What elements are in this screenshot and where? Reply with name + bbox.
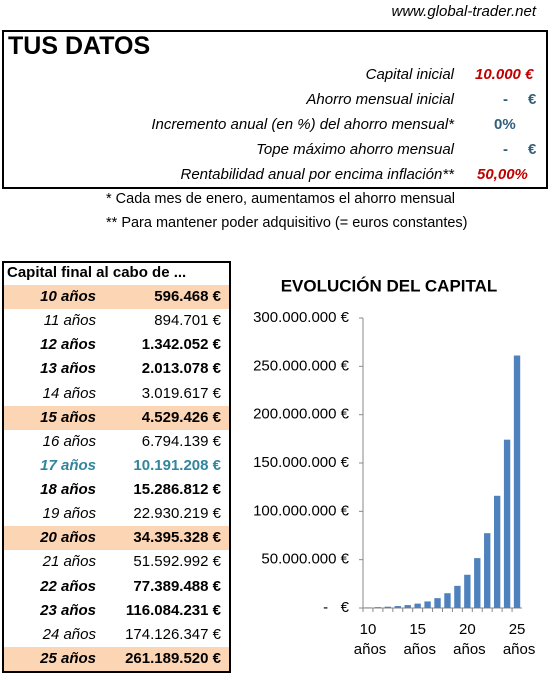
bar [444,593,451,608]
table-row: 18 años 15.286.812 € [4,478,229,502]
note: ** Para mantener poder adquisitivo (= eu… [106,215,468,231]
table-row: 21 años 51.592.992 € [4,550,229,574]
years: 25 años [40,649,96,667]
table-row: 14 años 3.019.617 € [4,382,229,406]
table-row: 25 años 261.189.520 € [4,646,229,671]
capital-value: 10.191.208 € [133,456,221,474]
capital-value: 34.395.328 € [133,529,221,547]
years: 16 años [42,432,96,450]
years: 17 años [40,456,96,474]
table-row: 15 años 4.529.426 € [4,405,229,430]
table-row: 22 años 77.389.488 € [4,575,229,599]
capital-value: 77.389.488 € [133,577,221,595]
y-tick-label: - € [323,599,349,616]
capital-value: 116.084.231 € [125,601,221,619]
capital-value: 2.013.078 € [141,360,221,378]
years: 14 años [42,384,96,402]
title: TUS DATOS [8,32,151,60]
capital-value: 6.794.139 € [141,432,221,450]
input-value: 10.000 € [475,66,534,83]
capital-value: 596.468 € [154,288,221,305]
table-row: 11 años 894.701 € [4,309,229,333]
bar [484,533,491,608]
bar [464,574,471,608]
y-tick-label: 50.000.000 € [261,551,349,568]
years: 13 años [40,360,96,378]
years: 24 años [42,625,96,643]
chart: EVOLUCIÓN DEL CAPITAL - € 50.000.000 € 100… [253,276,536,658]
years: 10 años [40,288,96,305]
y-tick-label: 250.000.000 € [253,357,350,374]
table-row: 10 años 596.468 € [4,285,229,309]
capital-value: 4.529.426 € [141,408,221,426]
bar [434,598,441,608]
y-tick-label: 200.000.000 € [253,406,350,423]
years: 19 años [42,505,96,523]
table-row: 23 años 116.084.231 € [4,599,229,623]
bar [493,495,501,608]
capital-value: 22.930.219 € [133,505,221,523]
capital-value: 1.342.052 € [141,336,221,354]
y-tick-label: 300.000.000 € [253,309,350,326]
bar [394,606,401,608]
years: 11 años [43,312,96,330]
table-row: 20 años 34.395.328 € [4,526,229,551]
bar [474,558,481,608]
input-unit: € [528,141,537,158]
input-value: - [503,141,508,158]
results-table [2,261,231,673]
note: * Cada mes de enero, aumentamos el ahorr… [106,191,455,207]
x-tick-label: 15 años [399,621,436,658]
years: 18 años [40,481,96,499]
table-row: 19 años 22.930.219 € [4,502,229,526]
input-label: Capital inicial [365,66,454,83]
input-label: Ahorro mensual inicial [306,91,454,108]
bar [414,603,421,608]
capital-value: 3.019.617 € [141,384,221,402]
bar [424,601,431,608]
bar [404,605,411,608]
capital-value: 51.592.992 € [133,553,221,571]
inputs-box [2,30,548,189]
bar [454,585,461,608]
years: 12 años [40,336,96,354]
site-url: www.global-trader.net [391,3,536,20]
x-tick-label: 25 años [499,621,536,658]
input-unit: € [528,91,537,108]
years: 22 años [40,577,96,595]
capital-value: 261.189.520 € [125,649,221,667]
years: 20 años [40,529,96,547]
table-row: 24 años 174.126.347 € [4,623,229,647]
capital-value: 174.126.347 € [125,625,221,643]
input-value: 0% [494,116,516,133]
bar [503,439,511,608]
table-row: 13 años 2.013.078 € [4,357,229,381]
capital-value: 894.701 € [154,312,221,330]
years: 21 años [42,553,96,571]
capital-value: 15.286.812 € [133,481,221,499]
y-tick-label: 100.000.000 € [253,502,350,519]
input-label: Incremento anual (en %) del ahorro mensu… [151,116,454,133]
input-label: Tope máximo ahorro mensual [256,141,454,158]
bar [384,606,392,608]
bar [513,355,521,608]
table-row: 17 años 10.191.208 € [4,454,229,478]
y-tick-label: 150.000.000 € [253,454,350,471]
years: 15 años [40,408,96,426]
input-value: - [503,91,508,108]
years: 23 años [40,601,96,619]
input-value: 50,00% [477,166,528,183]
bar [374,607,382,608]
table-row: 12 años 1.342.052 € [4,333,229,357]
x-tick-label: 20 años [449,621,486,658]
table-header: Capital final al cabo de ... [7,264,187,281]
chart-title: EVOLUCIÓN DEL CAPITAL [281,276,498,295]
input-label: Rentabilidad anual por encima inflación*… [180,166,454,183]
x-tick-label: 10 años [350,621,387,658]
bar [364,607,372,608]
table-row: 16 años 6.794.139 € [4,430,229,454]
